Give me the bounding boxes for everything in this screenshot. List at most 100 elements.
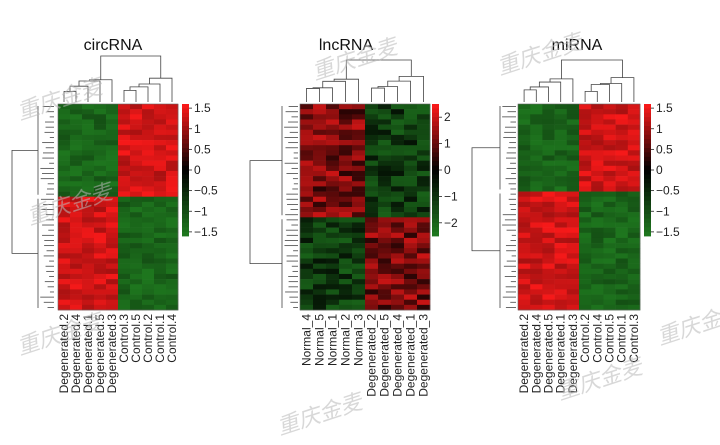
heatmap-cell bbox=[154, 109, 167, 115]
heatmap-cell bbox=[591, 191, 604, 197]
heatmap-cell bbox=[352, 253, 366, 259]
heatmap-cell bbox=[603, 104, 616, 110]
heatmap-cell bbox=[378, 207, 392, 213]
heatmap-cell bbox=[82, 155, 95, 161]
heatmap-cell bbox=[378, 140, 392, 146]
heatmap-cell bbox=[530, 263, 543, 270]
heatmap-cell bbox=[142, 119, 155, 125]
heatmap-cell bbox=[404, 304, 418, 311]
heatmap-cell bbox=[352, 155, 366, 161]
heatmap-cell bbox=[591, 207, 604, 213]
heatmap-cell bbox=[391, 119, 405, 125]
heatmap-cell bbox=[130, 217, 143, 223]
heatmap-cell bbox=[106, 237, 119, 244]
heatmap-cell bbox=[118, 196, 131, 203]
heatmap-cell bbox=[542, 212, 555, 218]
colorbar-segment bbox=[644, 218, 651, 224]
heatmap-cell bbox=[130, 253, 143, 259]
heatmap-cell bbox=[58, 201, 71, 208]
heatmap-cell bbox=[300, 237, 314, 244]
heatmap-cell bbox=[591, 181, 604, 187]
heatmap-cell bbox=[627, 140, 641, 146]
heatmap-cell bbox=[326, 268, 340, 275]
heatmap-cell bbox=[142, 273, 155, 280]
heatmap-cell bbox=[82, 212, 95, 218]
colorbar-segment bbox=[432, 161, 439, 166]
heatmap-cell bbox=[166, 222, 179, 228]
heatmap-cell bbox=[378, 222, 392, 228]
heatmap-cell bbox=[300, 129, 314, 136]
heatmap-cell bbox=[154, 196, 167, 203]
heatmap-cell bbox=[94, 150, 107, 156]
colorbar-segment bbox=[644, 134, 651, 140]
column-label: Degenerated.5 bbox=[93, 314, 107, 394]
heatmap-cell bbox=[300, 114, 314, 120]
heatmap-cell bbox=[352, 207, 366, 213]
heatmap-cell bbox=[313, 170, 327, 177]
heatmap-cell bbox=[82, 273, 95, 280]
heatmap-cell bbox=[106, 176, 119, 182]
heatmap-cell bbox=[404, 109, 418, 115]
heatmap-cell bbox=[627, 119, 641, 125]
heatmap-cell bbox=[591, 279, 604, 285]
colorbar-segment bbox=[182, 222, 189, 228]
heatmap-cell bbox=[417, 207, 431, 213]
heatmap-cell bbox=[339, 160, 353, 167]
heatmap-cell bbox=[118, 134, 131, 141]
dendrogram-branch bbox=[78, 80, 101, 102]
heatmap-cell bbox=[130, 145, 143, 151]
colorbar-tick-label: −1.5 bbox=[656, 225, 680, 239]
heatmap-cell bbox=[339, 196, 353, 203]
heatmap-cell bbox=[339, 294, 353, 300]
heatmap-cell bbox=[518, 134, 531, 141]
column-label: Control.5 bbox=[129, 314, 143, 363]
heatmap-cell bbox=[70, 119, 83, 125]
heatmap-cell bbox=[118, 258, 131, 264]
heatmap-cell bbox=[404, 263, 418, 270]
heatmap-cell bbox=[300, 299, 314, 306]
heatmap-cell bbox=[579, 170, 592, 177]
heatmap-cell bbox=[365, 145, 379, 151]
heatmap-cell bbox=[365, 253, 379, 259]
colorbar-segment bbox=[432, 174, 439, 180]
heatmap-cell bbox=[313, 279, 327, 285]
heatmap-cell bbox=[300, 170, 314, 177]
heatmap-cell bbox=[58, 268, 71, 275]
heatmap-cell bbox=[106, 170, 119, 177]
heatmap-cell bbox=[142, 258, 155, 264]
heatmap-cell bbox=[530, 129, 543, 136]
dendrogram-root bbox=[561, 59, 623, 79]
colorbar-segment bbox=[432, 134, 439, 140]
heatmap-cell bbox=[142, 170, 155, 177]
heatmap-cell bbox=[58, 212, 71, 218]
heatmap-cell bbox=[166, 129, 179, 136]
heatmap-cell bbox=[615, 140, 629, 146]
heatmap-cell bbox=[142, 124, 155, 131]
circrna-title: circRNA bbox=[84, 37, 143, 54]
heatmap-cell bbox=[94, 104, 107, 110]
heatmap-cell bbox=[518, 248, 531, 254]
heatmap-cell bbox=[82, 145, 95, 151]
heatmap-cell bbox=[566, 155, 580, 161]
colorbar-segment bbox=[432, 200, 439, 206]
heatmap-cell bbox=[154, 155, 167, 161]
heatmap-cell bbox=[82, 279, 95, 285]
column-label: Degenerated.4 bbox=[529, 314, 543, 394]
heatmap-cell bbox=[106, 150, 119, 156]
heatmap-cell bbox=[94, 284, 107, 290]
heatmap-cell bbox=[142, 263, 155, 270]
heatmap-cell bbox=[566, 140, 580, 146]
heatmap-cell bbox=[118, 268, 131, 275]
heatmap-cell bbox=[326, 237, 340, 244]
heatmap-cell bbox=[154, 212, 167, 218]
heatmap-cell bbox=[300, 119, 314, 125]
heatmap-cell bbox=[58, 181, 71, 187]
colorbar-segment bbox=[182, 126, 189, 131]
heatmap-cell bbox=[166, 284, 179, 290]
heatmap-cell bbox=[518, 160, 531, 167]
heatmap-cell bbox=[154, 232, 167, 239]
colorbar-segment bbox=[182, 117, 189, 122]
heatmap-cell bbox=[579, 119, 592, 125]
heatmap-cell bbox=[391, 237, 405, 244]
heatmap-cell bbox=[94, 263, 107, 270]
